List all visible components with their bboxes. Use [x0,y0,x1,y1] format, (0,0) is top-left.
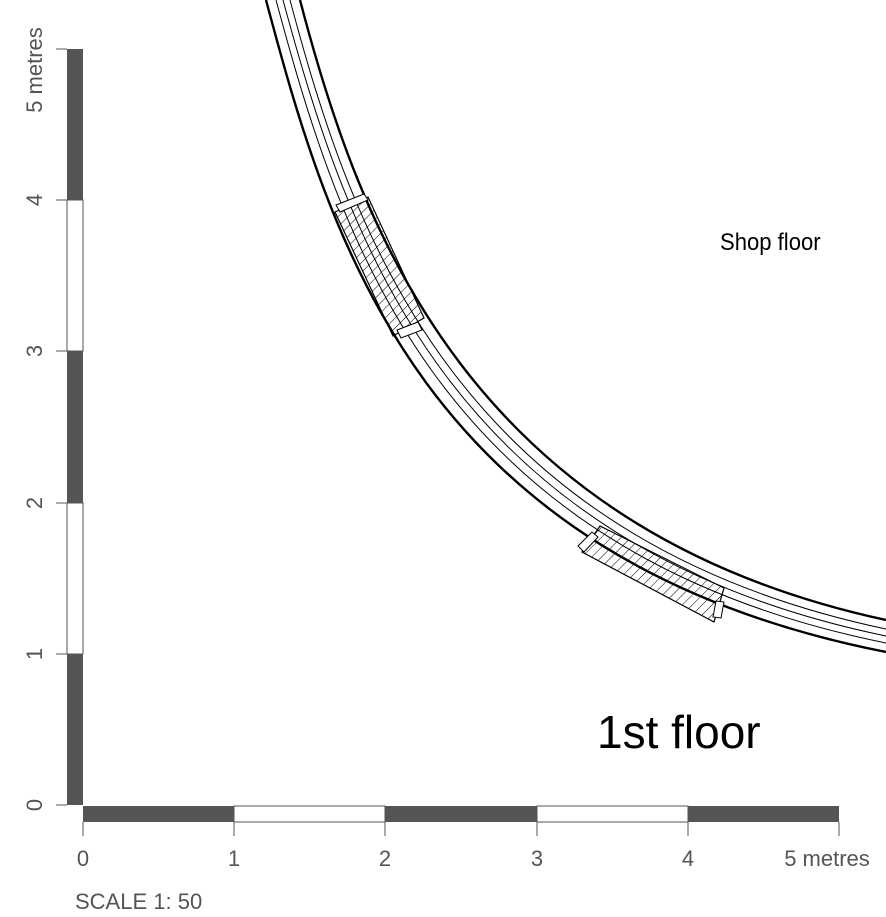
floor-label: 1st floor [597,706,761,758]
curved-wall [264,0,886,654]
x-tick-label: 4 [682,846,694,871]
wall-joint [335,193,369,213]
x-tick-label: 0 [77,846,89,871]
y-tick-label: 1 [22,648,47,660]
scale-segment-dark [83,806,234,822]
wall-inner-edge [264,0,886,654]
scale-segment-dark [67,49,83,200]
scale-text: SCALE 1: 50 [75,889,202,914]
y-tick-label: 4 [22,194,47,206]
vertical-scale-bar: 0 1 2 3 4 5 metres [22,27,84,811]
y-tick-label: 5 metres [22,27,47,113]
scale-segment-dark [67,351,83,503]
scale-segment-light [66,502,84,655]
hatched-wall-section [581,525,725,623]
x-tick-label: 3 [531,846,543,871]
y-tick-label: 3 [22,345,47,357]
scale-segment-light [66,199,84,352]
y-tick-label: 0 [22,799,47,811]
x-tick-label: 5 metres [784,846,870,871]
x-tick-label: 1 [228,846,240,871]
x-tick-label: 2 [379,846,391,871]
scale-segment-dark [385,806,537,822]
y-tick-label: 2 [22,497,47,509]
wall-joint [577,531,599,553]
hatched-wall-section [334,196,425,337]
wall-outer-edge [298,0,886,622]
wall-joint [396,321,423,339]
scale-segment-dark [688,806,839,822]
scale-segment-light [536,805,689,823]
horizontal-scale-bar: 0 1 2 3 4 5 metres [77,805,870,871]
scale-segment-dark [67,654,83,805]
room-label: Shop floor [720,228,821,255]
scale-segment-light [233,805,386,823]
wall-joint [712,600,725,619]
wall-layer-line [289,0,886,630]
